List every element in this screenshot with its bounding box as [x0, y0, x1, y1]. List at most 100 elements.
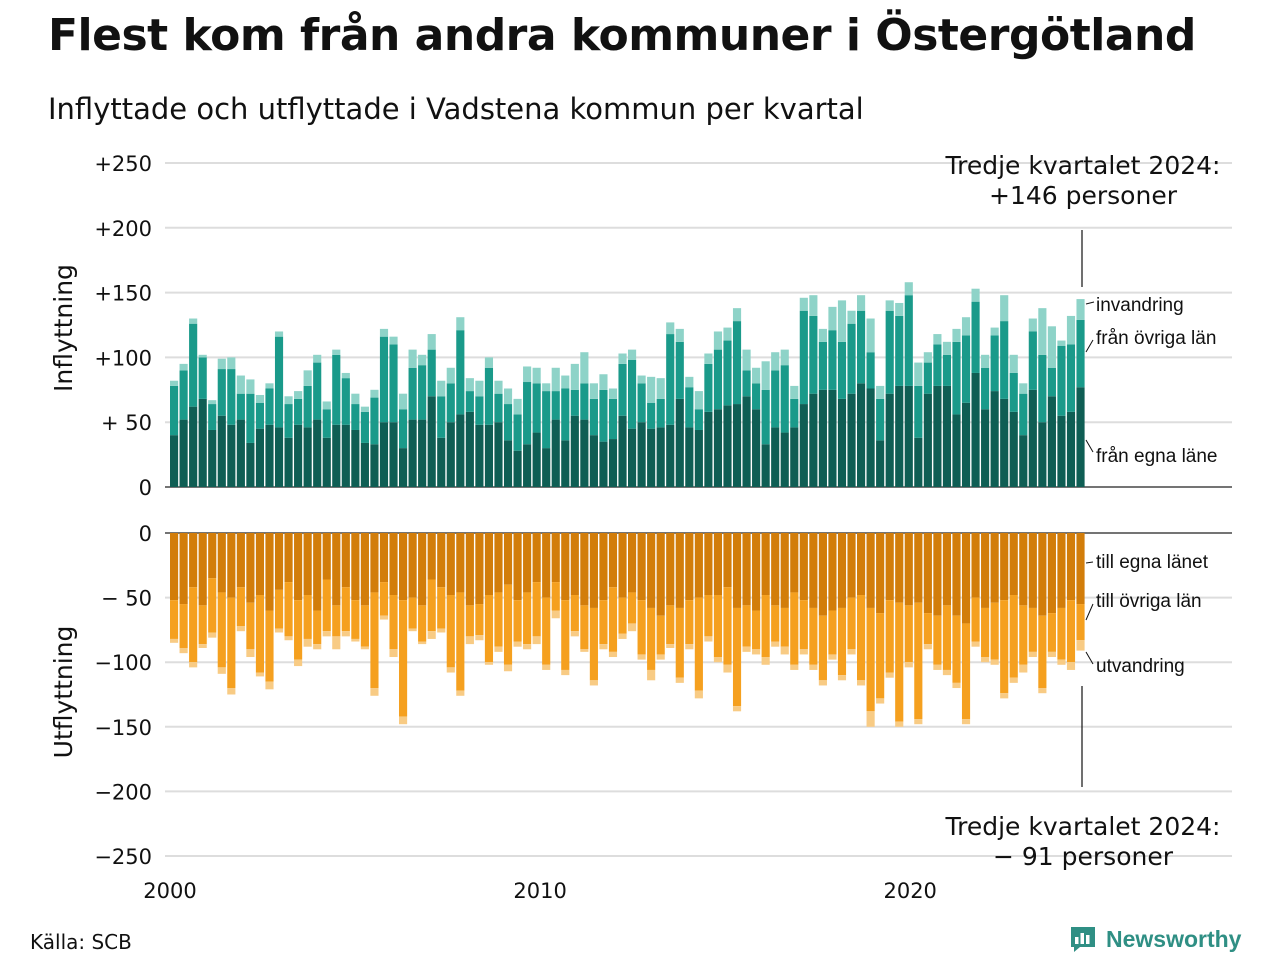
bar-out-2	[761, 657, 770, 665]
bar-out-0	[799, 533, 808, 601]
bar-in-0	[523, 444, 532, 487]
bar-in-2	[351, 393, 360, 405]
bar-out-2	[942, 669, 952, 676]
newsworthy-logo[interactable]: Newsworthy	[1068, 924, 1241, 954]
bar-in-2	[713, 331, 723, 350]
bar-out-0	[484, 533, 494, 596]
bar-out-0	[408, 533, 417, 598]
bar-in-1	[828, 330, 837, 390]
bar-out-2	[456, 690, 465, 696]
bar-out-2	[780, 646, 789, 655]
bar-in-0	[379, 422, 389, 487]
bar-out-2	[723, 664, 732, 673]
annotation-bottom-line1: Tredje kvartalet 2024:	[945, 812, 1221, 841]
chart-subtitle: Inflyttade och utflyttade i Vadstena kom…	[48, 92, 864, 126]
bar-in-1	[885, 310, 894, 394]
bar-out-0	[1066, 533, 1076, 601]
bar-in-2	[580, 352, 589, 384]
bar-out-0	[446, 533, 455, 596]
bar-in-1	[523, 382, 532, 445]
bar-out-2	[666, 644, 675, 648]
bar-out-1	[895, 602, 904, 722]
bar-out-1	[618, 597, 627, 634]
bar-in-0	[351, 429, 360, 487]
label-utvandring: utvandring	[1096, 656, 1185, 677]
bar-out-0	[399, 533, 408, 601]
bar-out-2	[1019, 664, 1028, 673]
bar-out-1	[494, 592, 503, 647]
bar-in-1	[322, 409, 331, 438]
bar-in-2	[427, 334, 436, 350]
bar-out-0	[494, 533, 503, 593]
bar-in-0	[427, 396, 436, 487]
annotation-top-line2: +146 personer	[989, 181, 1178, 210]
bar-out-0	[1038, 533, 1047, 616]
bar-in-1	[274, 336, 284, 428]
bar-out-1	[198, 605, 207, 645]
bar-in-0	[732, 404, 742, 487]
bar-out-1	[694, 597, 703, 691]
annotation-top-line1: Tredje kvartalet 2024:	[945, 151, 1221, 180]
bar-out-2	[1066, 662, 1076, 670]
bar-out-0	[866, 533, 875, 608]
bar-in-1	[599, 389, 608, 442]
bar-out-1	[1028, 607, 1037, 652]
bar-in-2	[179, 363, 188, 371]
bar-out-0	[971, 533, 980, 598]
bar-out-0	[818, 533, 827, 616]
bar-in-0	[694, 429, 703, 487]
bar-out-0	[303, 533, 312, 596]
bar-in-1	[914, 385, 923, 438]
bar-out-1	[255, 595, 265, 673]
bar-in-1	[532, 383, 541, 433]
bar-in-1	[723, 340, 732, 406]
bar-in-1	[694, 409, 703, 430]
bar-in-2	[971, 288, 980, 302]
bar-in-0	[532, 432, 541, 487]
y-tick-label-in: +200	[94, 217, 152, 241]
bar-out-2	[685, 644, 694, 650]
bar-out-1	[780, 607, 789, 647]
bar-out-1	[961, 623, 971, 720]
bar-out-1	[274, 589, 284, 629]
bar-out-2	[933, 664, 942, 670]
bar-out-0	[933, 533, 942, 616]
bar-in-0	[837, 398, 847, 487]
bar-in-2	[952, 328, 961, 342]
bar-out-1	[561, 600, 570, 670]
bar-in-0	[933, 385, 942, 487]
bar-in-2	[399, 393, 408, 410]
bar-in-1	[1038, 354, 1047, 423]
bar-out-0	[713, 533, 723, 596]
bar-out-0	[809, 533, 818, 608]
bar-out-1	[484, 595, 494, 663]
bar-out-0	[561, 533, 570, 601]
bar-out-2	[294, 659, 303, 667]
bar-in-2	[990, 327, 999, 336]
bar-out-2	[647, 669, 656, 681]
y-tick-label-out: −150	[94, 716, 152, 740]
bar-out-1	[647, 607, 656, 670]
bar-in-2	[780, 349, 789, 366]
bar-out-2	[551, 610, 560, 619]
bar-out-2	[895, 721, 904, 727]
y-tick-label-in: +150	[94, 282, 152, 306]
bar-out-2	[208, 632, 217, 638]
bar-out-1	[847, 597, 856, 650]
bar-in-0	[227, 424, 236, 487]
leader-till-ovriga-lan	[1085, 603, 1094, 621]
bar-out-0	[704, 533, 713, 596]
bar-in-2	[170, 380, 179, 386]
bar-in-2	[446, 367, 455, 384]
bar-out-2	[418, 641, 427, 645]
bar-in-2	[1076, 299, 1085, 320]
bar-in-0	[208, 429, 217, 487]
bar-out-1	[771, 605, 780, 642]
bar-in-0	[628, 428, 637, 487]
bar-in-0	[494, 422, 503, 487]
bar-in-2	[217, 358, 226, 370]
bar-in-1	[465, 391, 474, 412]
bar-in-2	[303, 370, 312, 386]
bar-out-1	[876, 613, 885, 699]
bar-out-1	[1057, 607, 1066, 660]
